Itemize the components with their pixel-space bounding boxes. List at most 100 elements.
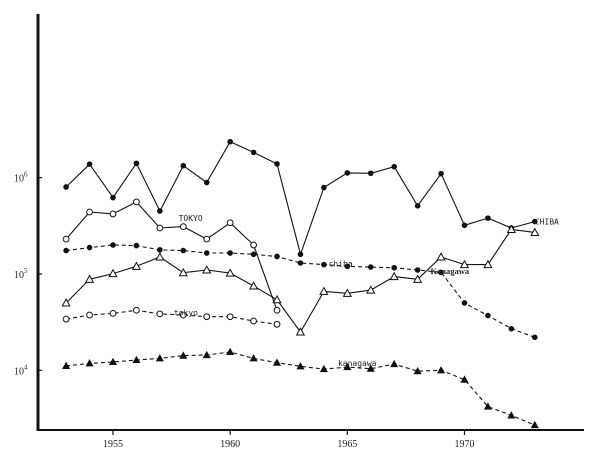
data-point <box>367 264 374 270</box>
data-point <box>274 161 280 167</box>
data-point <box>296 362 305 370</box>
data-point <box>413 366 422 375</box>
series-line-kanagawa <box>66 351 536 426</box>
data-point <box>366 285 376 294</box>
data-point <box>459 259 470 269</box>
data-point <box>157 247 163 253</box>
data-point <box>110 242 116 248</box>
series-label-kanagawa: Kanagawa <box>430 266 469 276</box>
data-point <box>178 267 188 277</box>
data-point <box>225 268 235 277</box>
data-point <box>179 351 188 359</box>
data-point <box>437 366 446 374</box>
data-point <box>62 315 70 323</box>
series-line-chiba <box>66 244 535 338</box>
data-point <box>391 264 397 271</box>
data-point <box>530 420 539 429</box>
data-point <box>202 350 211 359</box>
data-point <box>319 286 329 295</box>
series-markers <box>61 138 540 429</box>
y-tick-label: 105 <box>14 267 28 281</box>
x-tick-label: 1965 <box>337 439 357 450</box>
data-point <box>507 411 516 419</box>
data-point <box>203 179 210 186</box>
data-point <box>343 362 352 371</box>
data-point <box>63 184 69 190</box>
data-point <box>180 247 187 254</box>
data-point <box>297 260 304 266</box>
data-point <box>483 402 492 410</box>
data-point <box>110 194 116 201</box>
data-point <box>203 313 211 321</box>
data-point <box>344 170 351 176</box>
data-point <box>461 222 468 229</box>
data-point <box>180 162 187 169</box>
data-point <box>389 271 399 281</box>
data-point <box>227 138 233 145</box>
data-point <box>133 198 140 206</box>
data-point <box>179 311 187 319</box>
series-line-chiba <box>65 141 535 255</box>
data-point <box>248 281 259 290</box>
data-point <box>460 375 469 383</box>
data-point <box>203 250 210 256</box>
data-point <box>531 218 538 225</box>
series-line-tokyo <box>65 201 278 311</box>
data-point <box>461 300 468 306</box>
data-point <box>390 359 399 368</box>
data-point <box>273 320 281 328</box>
data-point <box>250 149 257 156</box>
data-point <box>272 358 282 366</box>
data-point <box>62 361 71 369</box>
x-tick-label: 1970 <box>454 439 474 450</box>
data-point <box>344 263 351 270</box>
data-point <box>156 224 164 232</box>
y-tick-label: 106 <box>14 171 28 185</box>
data-point <box>321 184 327 191</box>
data-point <box>438 269 444 276</box>
data-point <box>530 227 540 236</box>
data-point <box>155 252 165 261</box>
data-point <box>108 268 118 278</box>
series-label-kanagawa: kanagawa <box>338 359 377 368</box>
y-tick-label: 104 <box>14 363 28 377</box>
data-point <box>156 310 164 318</box>
labels: CHIBA TOKYO chiba Kanagawa tokyo kanagawa <box>174 214 559 368</box>
data-point <box>133 242 140 249</box>
series-label-tokyo: TOKYO <box>179 214 203 223</box>
series-line-tokyo <box>66 309 278 325</box>
data-point <box>414 203 421 209</box>
data-point <box>297 251 304 258</box>
data-point <box>155 354 164 362</box>
data-point <box>250 251 257 258</box>
data-point <box>109 309 117 317</box>
data-point <box>295 327 306 336</box>
data-point <box>131 261 142 270</box>
series-lines <box>65 141 536 426</box>
data-point <box>508 325 515 332</box>
data-point <box>133 160 140 167</box>
series-label-chiba: chiba <box>329 260 353 269</box>
data-point <box>84 274 95 283</box>
data-point <box>485 215 491 221</box>
data-point <box>63 247 69 254</box>
series-label-tokyo: tokyo <box>174 308 198 317</box>
data-point <box>436 252 446 261</box>
data-point <box>319 364 328 373</box>
series-label-chiba: CHIBA <box>535 218 559 227</box>
data-point <box>179 223 187 231</box>
data-point <box>86 311 93 319</box>
data-point <box>250 241 257 249</box>
x-tick-label: 1960 <box>220 439 240 450</box>
data-point <box>367 170 374 177</box>
data-point <box>485 312 491 319</box>
data-point <box>366 364 375 372</box>
data-point <box>226 219 234 227</box>
data-point <box>62 235 70 243</box>
data-point <box>61 298 71 307</box>
data-point <box>321 261 327 268</box>
data-point <box>108 357 118 366</box>
data-point <box>86 208 93 216</box>
data-point <box>226 313 234 321</box>
